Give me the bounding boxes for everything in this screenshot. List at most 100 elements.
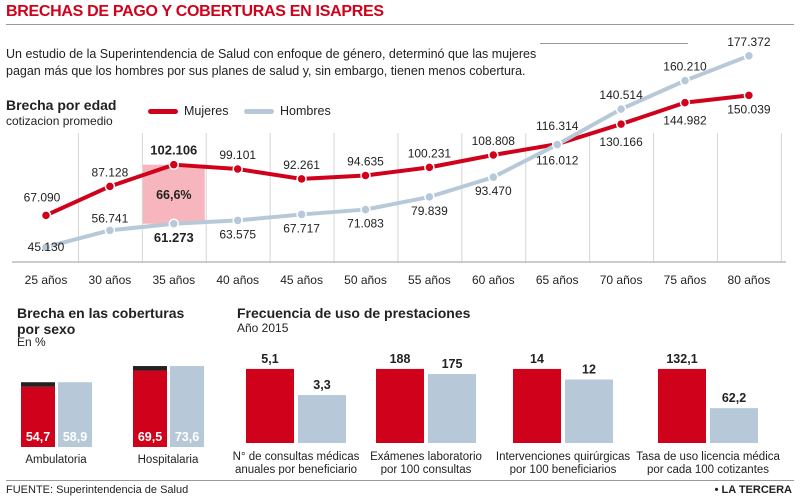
category-label: N° de consultas médicas [233,451,360,463]
bar-value-mujeres: 132,1 [666,352,697,366]
category-label: anuales por beneficiario [235,464,357,475]
point-hombres [615,103,627,115]
data-label-hombres: 61.273 [154,230,194,245]
data-label-hombres: 56.741 [92,211,129,225]
legend-mujeres-swatch [148,108,178,114]
x-tick-label: 40 años [216,273,259,287]
data-label-mujeres: 102.106 [150,143,197,158]
category-label: por 100 beneficiarios [510,464,617,475]
data-label-mujeres: 67.090 [24,190,61,204]
point-mujeres [424,162,435,173]
coverage-chart-subtitle: En % [17,335,46,349]
bar-value-hombres: 62,2 [722,391,746,405]
point-mujeres [104,181,116,192]
intro-text: Un estudio de la Superintendencia de Sal… [6,47,537,78]
bar-value-mujeres: 69,5 [138,430,162,444]
data-label-mujeres: 130.166 [599,135,643,149]
bar-mujeres [513,368,561,443]
gap-cap [133,366,167,371]
point-hombres [232,215,243,226]
bar-mujeres [376,368,424,443]
data-label-hombres: 160.210 [663,60,707,74]
point-hombres [743,50,755,62]
intro-divider [540,43,688,44]
x-tick-label: 45 años [280,273,323,287]
point-hombres [168,218,180,230]
line-chart-title: Brecha por edad [6,97,117,113]
series-line-mujeres [44,93,751,218]
point-hombres [488,171,499,183]
point-hombres [104,225,116,236]
data-label-mujeres: 94.635 [347,154,384,168]
point-mujeres [615,118,627,130]
line-chart: 66,6% 67.090 87.128 102.106 99.101 92.261 94.6… [12,35,786,287]
data-label-hombres: 63.575 [219,227,256,241]
bar-mujeres [21,386,55,447]
point-hombres [551,139,563,150]
data-label-hombres: 93.470 [475,184,512,198]
bar-hombres [58,382,92,447]
legend-hombres-swatch [244,108,274,114]
data-label-hombres: 45.130 [28,240,65,254]
category-label: Hospitalaria [138,454,199,466]
bar-value-hombres: 58,9 [63,430,87,444]
bar-mujeres [246,368,294,443]
frequency-chart-title: Frecuencia de uso de prestaciones [237,305,471,321]
data-label-hombres: 71.083 [347,217,384,231]
bar-mujeres [658,368,706,443]
data-label-hombres: 177.372 [727,35,771,49]
x-tick-label: 75 años [664,273,707,287]
title-divider [6,24,794,25]
category-label: por 100 consultas [381,464,472,475]
bar-hombres [170,366,204,447]
x-tick-label: 80 años [728,273,771,287]
data-label-mujeres: 116.314 [536,119,579,133]
category-label: Exámenes laboratorio [370,451,482,463]
data-label-mujeres: 144.982 [663,114,707,128]
point-hombres [360,204,371,215]
frequency-chart-subtitle: Año 2015 [237,321,289,335]
x-tick-label: 55 años [408,273,451,287]
x-tick-label: 35 años [152,273,195,287]
data-label-hombres: 140.514 [599,88,643,102]
coverage-chart: 54,7 58,9 Ambulatoria 69,5 73,6 Hospitalaria [21,366,204,466]
bar-value-mujeres: 5,1 [261,352,278,366]
gap-cap [21,382,55,387]
data-label-mujeres: 100.231 [408,146,452,160]
x-tick-label: 65 años [536,273,579,287]
data-label-mujeres: 99.101 [219,148,256,162]
series-line-hombres [44,53,751,250]
brand-logo: • LA TERCERA [714,484,792,496]
bar-value-hombres: 12 [582,363,596,377]
x-tick-label: 50 años [344,273,387,287]
source-note: FUENTE: Superintendencia de Salud [6,484,189,496]
data-label-mujeres: 150.039 [727,102,771,116]
bar-value-hombres: 73,6 [175,430,199,444]
data-label-mujeres: 108.808 [472,134,516,148]
point-mujeres [232,163,243,175]
category-label: Tasa de uso licencia médica [636,451,780,463]
point-hombres [679,75,691,86]
bar-value-hombres: 3,3 [313,378,330,392]
data-label-hombres: 67.717 [283,221,320,235]
data-label-hombres: 116.012 [536,154,579,168]
bar-mujeres [133,370,167,447]
line-chart-subtitle: cotizacion promedio [6,114,113,128]
category-label: por cada 100 cotizantes [647,464,769,475]
bar-hombres [428,374,476,443]
legend-hombres: Hombres [244,104,331,118]
point-mujeres [168,159,180,170]
point-mujeres [743,90,755,101]
coverage-chart-title: Brecha en las coberturas por sexo [17,305,185,337]
bar-hombres [710,408,758,443]
footer-divider [6,480,794,481]
category-label: Ambulatoria [25,454,87,466]
bar-value-mujeres: 188 [390,352,411,366]
point-mujeres [679,97,691,108]
legend-mujeres-label: Mujeres [184,104,229,118]
bar-hombres [565,379,613,443]
bar-value-mujeres: 54,7 [26,430,50,444]
bar-value-mujeres: 14 [530,352,544,366]
point-hombres [424,191,435,203]
